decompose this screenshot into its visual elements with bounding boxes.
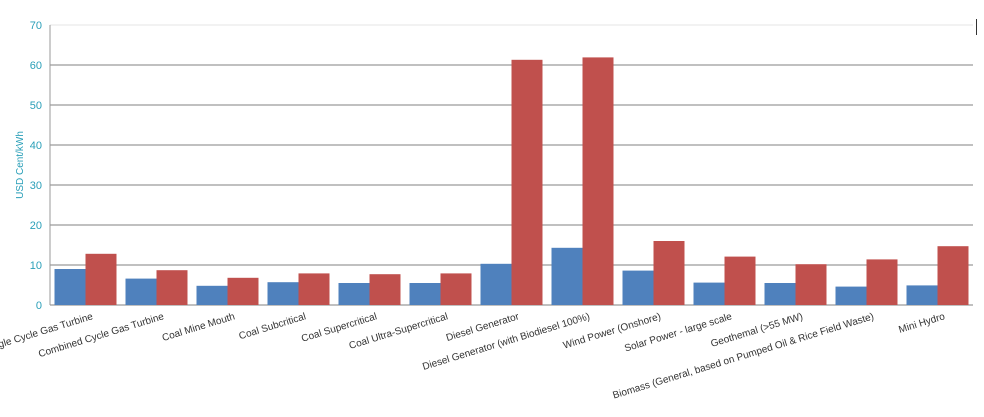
y-tick-label: 40 — [30, 140, 42, 152]
bar-series-2 — [511, 59, 543, 305]
bar-series-2 — [653, 241, 685, 305]
bar-series-2 — [227, 277, 259, 305]
bar-series-1 — [764, 283, 796, 305]
y-tick-label: 20 — [30, 220, 42, 232]
bar-series-1 — [622, 270, 654, 305]
x-tick-label: Coal Mine Mouth — [161, 311, 237, 344]
bar-series-1 — [551, 247, 583, 305]
bar-series-2 — [85, 253, 117, 305]
bar-series-1 — [54, 269, 86, 305]
bar-series-2 — [298, 273, 330, 305]
bar-series-1 — [835, 286, 867, 305]
bar-series-2 — [440, 273, 472, 305]
y-tick-label: 60 — [30, 60, 42, 72]
x-tick-label: Coal Subcritical — [238, 311, 308, 342]
bar-series-2 — [866, 259, 898, 305]
bar-series-1 — [409, 283, 441, 305]
bar-series-1 — [693, 282, 725, 305]
y-tick-label: 30 — [30, 180, 42, 192]
bar-series-1 — [196, 285, 228, 305]
bar-series-2 — [582, 57, 614, 306]
y-axis-label: USD Cent/kWh — [15, 131, 26, 199]
bar-series-2 — [156, 270, 188, 305]
y-tick-label: 0 — [36, 300, 42, 312]
y-axis-ticks: 0 10 20 30 40 50 60 70 — [30, 20, 42, 312]
bar-series-1 — [267, 282, 299, 305]
bar-series-2 — [937, 246, 969, 305]
bar-series-1 — [480, 263, 512, 305]
x-tick-label: Mini Hydro — [897, 311, 946, 336]
bar-series-1 — [338, 283, 370, 305]
y-tick-label: 70 — [30, 20, 42, 32]
text-cursor — [976, 19, 977, 35]
bar-series-1 — [906, 285, 938, 305]
y-tick-label: 10 — [30, 260, 42, 272]
bar-series-2 — [724, 256, 756, 305]
bars — [54, 57, 969, 306]
x-tick-label: Combined Cycle Gas Turbine — [37, 311, 166, 360]
bar-series-1 — [125, 278, 157, 305]
bar-series-2 — [369, 274, 401, 305]
bar-series-2 — [795, 264, 827, 305]
y-tick-label: 50 — [30, 100, 42, 112]
